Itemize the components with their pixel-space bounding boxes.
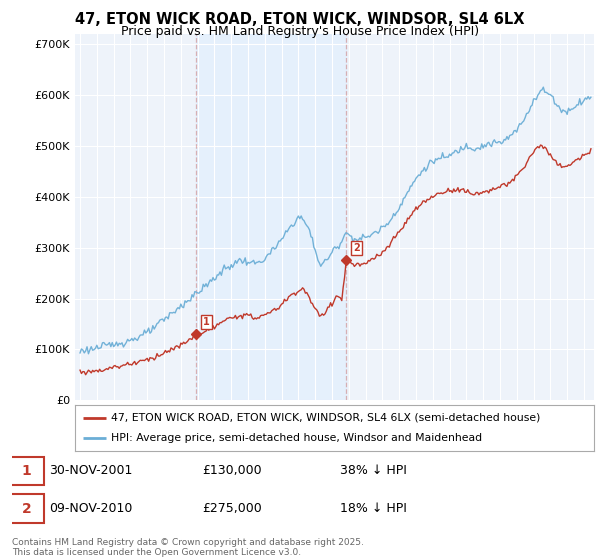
Text: Contains HM Land Registry data © Crown copyright and database right 2025.
This d: Contains HM Land Registry data © Crown c… [12, 538, 364, 557]
Text: 18% ↓ HPI: 18% ↓ HPI [340, 502, 407, 515]
Text: 1: 1 [203, 317, 210, 327]
FancyBboxPatch shape [9, 494, 44, 523]
Text: 38% ↓ HPI: 38% ↓ HPI [340, 464, 407, 478]
Bar [196, 34, 346, 400]
Text: HPI: Average price, semi-detached house, Windsor and Maidenhead: HPI: Average price, semi-detached house,… [112, 433, 482, 444]
Text: 30-NOV-2001: 30-NOV-2001 [49, 464, 133, 478]
Text: 2: 2 [353, 243, 360, 253]
Text: 09-NOV-2010: 09-NOV-2010 [49, 502, 133, 515]
Text: 47, ETON WICK ROAD, ETON WICK, WINDSOR, SL4 6LX (semi-detached house): 47, ETON WICK ROAD, ETON WICK, WINDSOR, … [112, 413, 541, 423]
FancyBboxPatch shape [9, 456, 44, 486]
Text: £130,000: £130,000 [202, 464, 262, 478]
Text: Price paid vs. HM Land Registry's House Price Index (HPI): Price paid vs. HM Land Registry's House … [121, 25, 479, 38]
Text: 2: 2 [22, 502, 31, 516]
Text: 1: 1 [22, 464, 31, 478]
Text: 47, ETON WICK ROAD, ETON WICK, WINDSOR, SL4 6LX: 47, ETON WICK ROAD, ETON WICK, WINDSOR, … [75, 12, 525, 27]
Text: £275,000: £275,000 [202, 502, 262, 515]
